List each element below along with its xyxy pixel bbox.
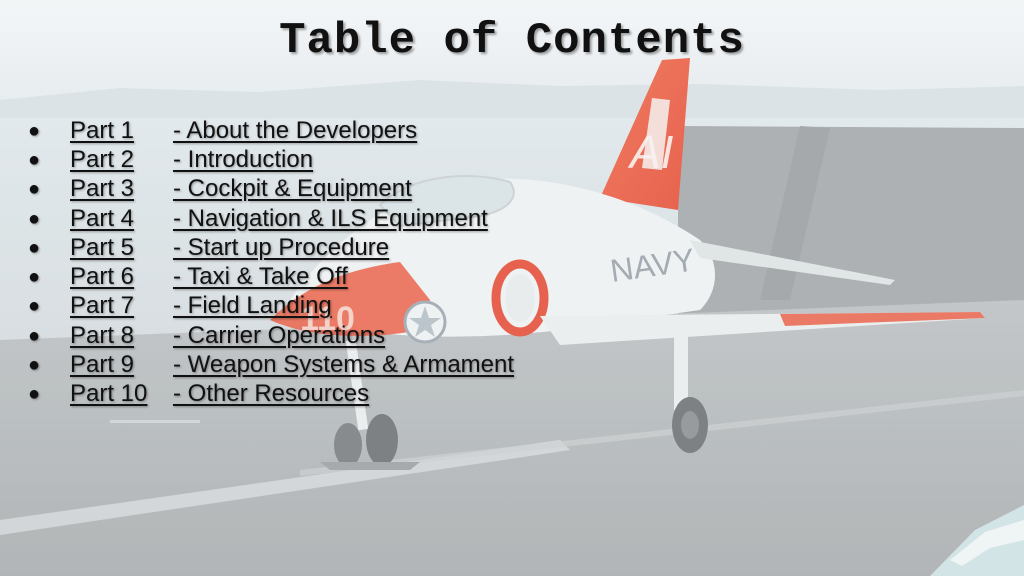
other-resources-link[interactable]: - Other Resources xyxy=(173,380,370,408)
part-9-link[interactable]: Part 9 xyxy=(70,351,135,379)
part-3-link[interactable]: Part 3 xyxy=(70,175,135,203)
aircraft-nose-text: 110 xyxy=(300,300,355,338)
toc-item-part-4: ● Part 4 - Navigation & ILS Equipment xyxy=(28,204,514,233)
start-up-procedure-link[interactable]: - Start up Procedure xyxy=(173,233,390,261)
bullet-icon: ● xyxy=(28,236,41,259)
toc-item-part-3: ● Part 3 - Cockpit & Equipment xyxy=(28,175,514,204)
part-1-link[interactable]: Part 1 xyxy=(70,116,135,144)
toc-item-part-5: ● Part 5 - Start up Procedure xyxy=(28,233,514,262)
carrier-operations-link[interactable]: - Carrier Operations xyxy=(173,321,386,349)
slide-title: Table of Contents xyxy=(279,16,745,66)
table-of-contents-list: ● Part 1 - About the Developers ● Part 2… xyxy=(28,116,514,409)
bullet-icon: ● xyxy=(28,354,41,377)
introduction-link[interactable]: - Introduction xyxy=(173,145,314,173)
bullet-icon: ● xyxy=(28,295,41,318)
toc-item-part-10: ● Part 10 - Other Resources xyxy=(28,380,514,409)
part-7-link[interactable]: Part 7 xyxy=(70,292,135,320)
navigation-ils-equipment-link[interactable]: - Navigation & ILS Equipment xyxy=(173,204,488,232)
weapon-systems-armament-link[interactable]: - Weapon Systems & Armament xyxy=(173,351,515,379)
bullet-icon: ● xyxy=(28,383,41,406)
toc-item-part-8: ● Part 8 - Carrier Operations xyxy=(28,321,514,350)
bullet-icon: ● xyxy=(28,119,41,142)
part-6-link[interactable]: Part 6 xyxy=(70,263,135,291)
toc-item-part-6: ● Part 6 - Taxi & Take Off xyxy=(28,262,514,291)
bullet-icon: ● xyxy=(28,178,41,201)
field-landing-link[interactable]: - Field Landing xyxy=(173,292,332,320)
toc-item-part-1: ● Part 1 - About the Developers xyxy=(28,116,514,145)
part-5-link[interactable]: Part 5 xyxy=(70,233,135,261)
part-4-link[interactable]: Part 4 xyxy=(70,204,135,232)
bullet-icon: ● xyxy=(28,148,41,171)
part-10-link[interactable]: Part 10 xyxy=(70,380,148,408)
bullet-icon: ● xyxy=(28,207,41,230)
bullet-icon: ● xyxy=(28,266,41,289)
taxi-take-off-link[interactable]: - Taxi & Take Off xyxy=(173,263,348,291)
toc-item-part-9: ● Part 9 - Weapon Systems & Armament xyxy=(28,350,514,379)
about-the-developers-link[interactable]: - About the Developers xyxy=(173,116,418,144)
cockpit-equipment-link[interactable]: - Cockpit & Equipment xyxy=(173,175,412,203)
part-8-link[interactable]: Part 8 xyxy=(70,321,135,349)
aircraft-tail-text: AI xyxy=(627,126,674,178)
toc-item-part-2: ● Part 2 - Introduction xyxy=(28,145,514,174)
toc-item-part-7: ● Part 7 - Field Landing xyxy=(28,292,514,321)
part-2-link[interactable]: Part 2 xyxy=(70,145,135,173)
bullet-icon: ● xyxy=(28,324,41,347)
